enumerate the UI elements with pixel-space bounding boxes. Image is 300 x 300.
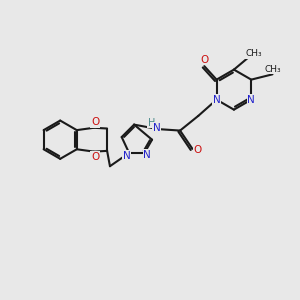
Text: N: N bbox=[153, 123, 160, 133]
Text: N: N bbox=[143, 150, 151, 160]
Text: O: O bbox=[91, 118, 99, 128]
Text: O: O bbox=[91, 152, 99, 162]
Text: N: N bbox=[248, 95, 255, 105]
Text: CH₃: CH₃ bbox=[265, 64, 281, 74]
Text: O: O bbox=[194, 145, 202, 155]
Text: N: N bbox=[213, 94, 220, 105]
Text: O: O bbox=[201, 55, 209, 64]
Text: N: N bbox=[123, 151, 130, 161]
Text: H: H bbox=[148, 118, 155, 128]
Text: CH₃: CH₃ bbox=[246, 49, 262, 58]
